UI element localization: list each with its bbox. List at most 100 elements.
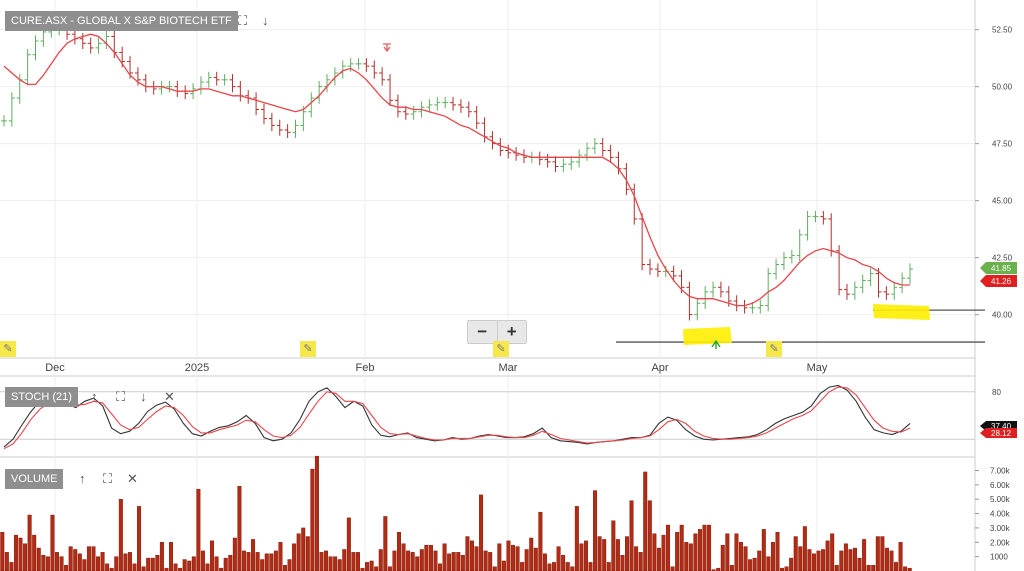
volume-bar <box>839 550 844 571</box>
volume-bar <box>292 543 297 571</box>
close-icon[interactable]: ✕ <box>127 471 138 486</box>
volume-bar <box>401 543 406 571</box>
y-tick-label: 52.50 <box>992 26 1013 35</box>
volume-bar <box>433 550 438 571</box>
arrow-up-icon[interactable]: ↑ <box>91 389 98 404</box>
volume-bar <box>574 506 579 571</box>
volume-bar <box>55 552 59 571</box>
volume-bar <box>561 555 566 571</box>
volume-bar <box>625 536 629 571</box>
volume-bar <box>488 552 493 571</box>
volume-bar <box>702 524 707 571</box>
volume-bar <box>611 520 616 571</box>
volume-bar <box>853 547 857 571</box>
volume-bar <box>716 567 721 571</box>
volume-bar <box>200 550 205 571</box>
volume-bar <box>246 552 251 571</box>
volume-bar <box>907 567 912 571</box>
close-icon[interactable]: ✕ <box>164 389 175 404</box>
volume-bar <box>237 486 242 571</box>
volume-bar <box>789 557 794 571</box>
volume-bar <box>871 565 876 571</box>
volume-bar <box>884 547 889 571</box>
volume-bar <box>479 494 484 571</box>
volume-bar <box>59 556 64 571</box>
volume-bar <box>451 552 456 571</box>
x-tick-label: Apr <box>651 362 668 374</box>
volume-bar <box>13 534 18 571</box>
volume-bar <box>579 543 584 571</box>
stoch-d-line <box>3 386 911 450</box>
volume-bar <box>880 536 885 571</box>
x-tick-label: Dec <box>45 362 65 374</box>
volume-bar <box>91 546 96 571</box>
volume-bar <box>360 567 365 571</box>
volume-bar <box>438 563 443 571</box>
expand-icon[interactable]: ⛶ <box>103 471 113 486</box>
volume-bar <box>583 540 588 571</box>
volume-bar <box>515 546 520 571</box>
volume-bar <box>132 563 137 571</box>
expand-icon[interactable]: ⛶ <box>116 389 126 404</box>
y-tick-label: 4.00k <box>990 510 1011 519</box>
volume-bar <box>643 471 648 571</box>
volume-bar <box>697 529 702 571</box>
y-tick-label: 50.00 <box>992 83 1013 92</box>
pencil-icon[interactable]: ✎ <box>0 341 16 357</box>
volume-bar <box>533 547 538 571</box>
arrow-down-icon[interactable]: ↓ <box>262 13 269 28</box>
pencil-icon[interactable]: ✎ <box>766 341 782 357</box>
volume-bar <box>287 559 292 571</box>
stoch-panel-label: STOCH (21) <box>5 387 78 407</box>
y-tick-label: 6.00k <box>990 481 1011 490</box>
volume-bar <box>597 536 602 571</box>
volume-bar <box>214 556 219 571</box>
pencil-icon[interactable]: ✎ <box>493 341 509 357</box>
volume-bar <box>86 546 91 571</box>
volume-bar <box>821 549 826 571</box>
y-tick-label: 80 <box>992 388 1001 397</box>
volume-bar <box>538 511 543 571</box>
volume-bar <box>41 555 46 571</box>
volume-bar <box>319 552 324 571</box>
volume-bar <box>483 550 488 571</box>
volume-bar <box>866 565 871 571</box>
volume-bar <box>529 537 534 571</box>
volume-bar <box>670 566 675 571</box>
volume-bar <box>465 536 470 571</box>
last-price-label-text: 41.85 <box>991 264 1012 273</box>
zoom-out-button[interactable]: − <box>477 322 488 341</box>
arrow-up-icon[interactable]: ↑ <box>79 471 86 486</box>
sell-signal-arrow <box>383 43 391 53</box>
y-tick-label: 5.00k <box>990 495 1011 504</box>
volume-bar <box>666 524 671 571</box>
volume-bar <box>397 532 401 571</box>
volume-bar <box>474 546 479 571</box>
volume-bar <box>123 553 128 571</box>
y-tick-label: 42.50 <box>992 254 1013 263</box>
volume-bar <box>588 562 593 571</box>
volume-bar <box>501 560 506 571</box>
volume-bar <box>848 549 853 571</box>
volume-bar <box>447 553 452 571</box>
arrow-down-icon[interactable]: ↓ <box>140 389 147 404</box>
volume-bar <box>615 539 620 571</box>
volume-bar <box>834 565 839 571</box>
volume-bar <box>32 534 37 571</box>
volume-bar <box>661 534 666 571</box>
x-tick-label: Mar <box>499 362 518 374</box>
volume-bar <box>729 565 734 571</box>
expand-icon[interactable]: ⛶ <box>238 13 248 28</box>
volume-bar <box>210 540 215 571</box>
highlight-marker <box>683 327 732 345</box>
volume-bar <box>36 547 41 571</box>
x-axis-labels: Dec 2025 Feb Mar Apr May <box>45 362 828 374</box>
ma-price-label <box>980 275 1017 287</box>
volume-bar <box>219 567 224 571</box>
volume-bar <box>565 562 570 571</box>
volume-panel <box>0 455 912 571</box>
pencil-icon[interactable]: ✎ <box>300 341 316 357</box>
volume-bar <box>182 559 187 571</box>
volume-bar <box>18 537 23 571</box>
zoom-in-button[interactable]: + <box>496 321 527 343</box>
